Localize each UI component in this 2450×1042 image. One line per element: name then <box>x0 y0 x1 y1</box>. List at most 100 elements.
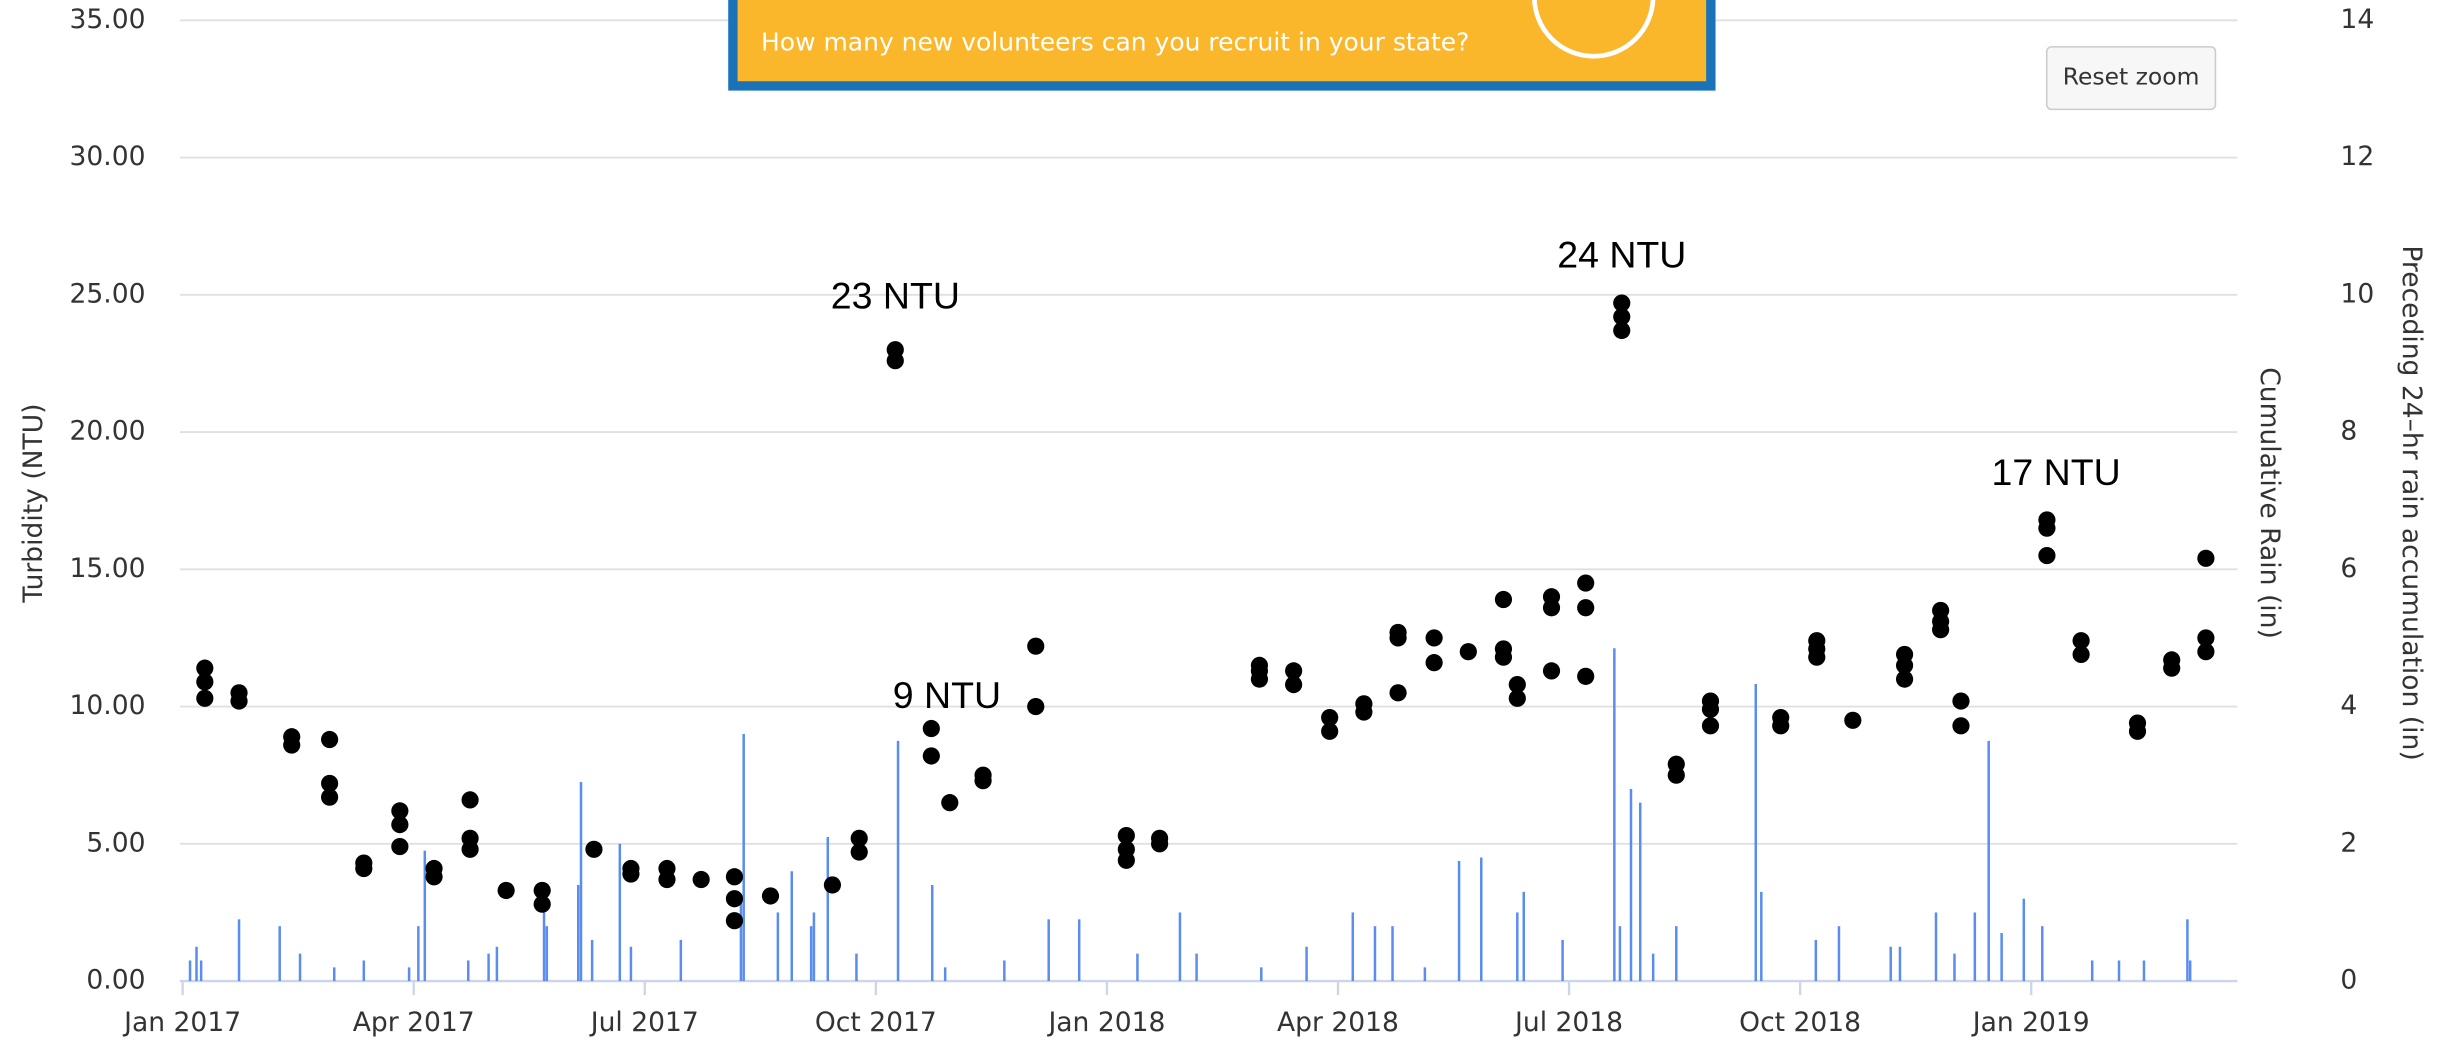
turbidity-point <box>1321 722 1339 740</box>
rain-bar <box>199 960 203 982</box>
turbidity-point <box>461 791 479 809</box>
turbidity-point <box>1952 717 1970 735</box>
turbidity-point <box>1508 676 1526 694</box>
x-tick-label: Apr 2017 <box>353 1007 475 1038</box>
turbidity-point <box>1844 711 1862 729</box>
turbidity-point <box>391 816 409 834</box>
rain-bar <box>495 946 499 982</box>
turbidity-point <box>1701 717 1720 735</box>
turbidity-point <box>1542 599 1561 617</box>
rain-bar <box>332 967 336 982</box>
turbidity-point <box>585 840 603 858</box>
turbidity-point <box>1425 654 1443 672</box>
y-tick-label: 35.00 <box>70 4 146 35</box>
turbidity-point <box>1952 692 1970 710</box>
turbidity-point <box>1577 599 1595 617</box>
annotation: 24 NTU <box>1557 234 1686 276</box>
banner-text: How many new volunteers can you recruit … <box>761 28 1469 57</box>
rain-bar <box>1561 939 1564 982</box>
turbidity-point <box>1250 670 1269 688</box>
turbidity-point <box>2072 632 2090 650</box>
turbidity-point <box>725 912 744 930</box>
rain-bar <box>790 871 793 982</box>
rain-bar <box>2090 960 2094 982</box>
turbidity-point <box>1459 643 1477 661</box>
turbidity-point <box>321 730 339 749</box>
rain-bar <box>1898 946 1902 982</box>
reset-zoom-button[interactable]: Reset zoom <box>2045 46 2217 111</box>
x-tick-label: Oct 2017 <box>815 1007 937 1038</box>
rain-bar <box>467 960 470 982</box>
y-tick-label: 20.00 <box>70 416 146 447</box>
rain-bar <box>1136 953 1139 982</box>
x-tick-label: Jul 2017 <box>589 1007 699 1038</box>
y2-tick-label: 2 <box>2340 827 2357 858</box>
turbidity-point <box>391 802 409 820</box>
rain-bar <box>298 953 302 982</box>
turbidity-point <box>941 794 959 812</box>
turbidity-point <box>1355 703 1373 721</box>
rain-bar <box>855 953 858 982</box>
rain-bar <box>1457 860 1461 982</box>
turbidity-point <box>1508 689 1526 707</box>
rain-bar <box>618 843 622 982</box>
y3-axis-title: Preceding 24–hr rain accumulation (in) <box>2396 245 2427 760</box>
rain-bar <box>1373 926 1377 982</box>
rain-bar <box>930 884 934 982</box>
rain-bar <box>1077 919 1081 982</box>
y-tick-label: 30.00 <box>70 141 146 172</box>
turbidity-point <box>922 719 940 738</box>
reset-zoom-label[interactable]: Reset zoom <box>2063 63 2200 91</box>
rain-bar <box>362 960 366 982</box>
rain-bar <box>407 967 411 982</box>
turbidity-point <box>355 859 373 878</box>
rain-bar <box>417 926 420 982</box>
turbidity-point <box>196 689 214 707</box>
rain-bar <box>629 946 633 982</box>
turbidity-point <box>1667 766 1685 784</box>
turbidity-point <box>622 865 640 883</box>
turbidity-point <box>2197 643 2215 661</box>
rain-bar <box>1522 891 1526 982</box>
rain-bar <box>1814 939 1818 982</box>
rain-bar <box>679 939 683 982</box>
turbidity-point <box>1117 826 1135 845</box>
turbidity-point <box>2163 659 2181 677</box>
y2-tick-label: 14 <box>2340 4 2374 35</box>
rain-bar <box>278 926 281 982</box>
rain-bar <box>542 912 546 982</box>
turbidity-point <box>2128 722 2147 740</box>
reset-zoom-bg[interactable] <box>2045 46 2217 111</box>
rain-bar <box>1638 802 1642 982</box>
y2-tick-label: 10 <box>2340 278 2374 309</box>
y2-tick-label: 12 <box>2340 141 2374 172</box>
y-tick-label: 0.00 <box>86 965 145 996</box>
annotation: 17 NTU <box>1992 451 2121 493</box>
x-tick-label: Jul 2018 <box>1513 1007 1623 1038</box>
y2-axis-title: Cumulative Rain (in) <box>2254 367 2285 639</box>
rain-bar <box>1934 912 1938 982</box>
rain-bar <box>742 734 745 982</box>
y-axis-title: Turbidity (NTU) <box>18 403 49 603</box>
y-tick-label: 15.00 <box>70 553 146 584</box>
turbidity-point <box>1895 656 1914 674</box>
rain-bar <box>1651 953 1655 982</box>
turbidity-point <box>321 788 339 806</box>
turbidity-point <box>658 870 676 889</box>
turbidity-point <box>2038 546 2056 565</box>
turbidity-point <box>725 868 744 886</box>
turbidity-point <box>823 876 842 894</box>
annotation: 9 NTU <box>893 674 1001 716</box>
turbidity-point <box>497 881 515 900</box>
rain-bar <box>1391 926 1394 982</box>
turbidity-point <box>974 772 992 790</box>
rain-bar <box>195 946 198 982</box>
x-tick-label: Jan 2017 <box>122 1007 241 1038</box>
banner-bg <box>737 0 1707 82</box>
annotation: 23 NTU <box>831 274 960 316</box>
turbidity-point <box>1577 574 1595 592</box>
rain-bar <box>1195 953 1198 982</box>
turbidity-point <box>1932 621 1950 639</box>
rain-bar <box>1973 912 1977 982</box>
turbidity-point <box>391 837 409 856</box>
